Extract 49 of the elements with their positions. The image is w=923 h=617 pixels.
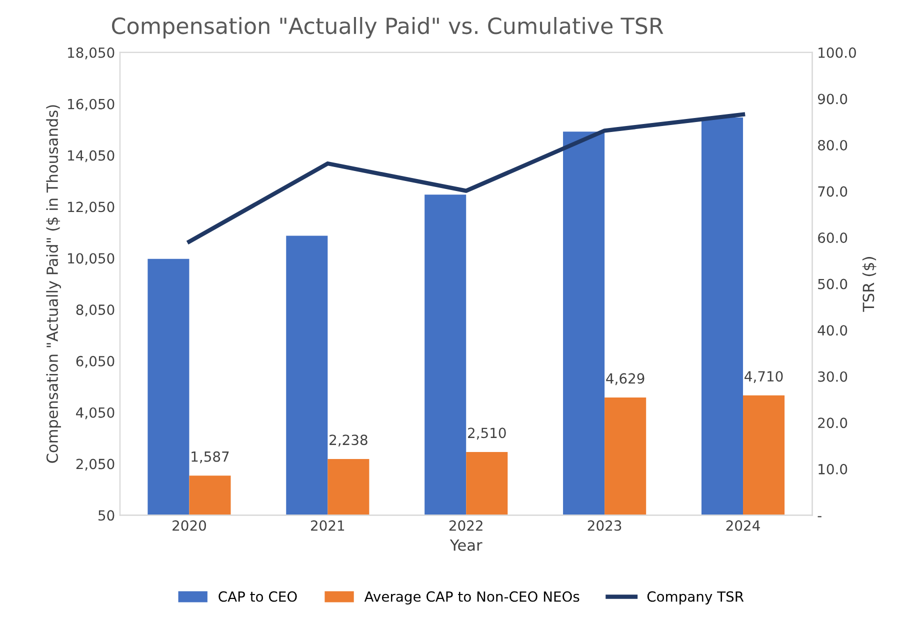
y2-tick-label: 80.0 xyxy=(818,140,848,150)
x-tick-label: 2020 xyxy=(172,520,206,531)
y-tick-label: 12,050 xyxy=(68,202,114,214)
x-tick-label: 2024 xyxy=(726,520,760,531)
legend-label: Company TSR xyxy=(647,591,744,604)
y2-axis-title: TSR ($) xyxy=(862,257,876,312)
y-tick-label: 6,050 xyxy=(76,356,114,368)
x-tick-label: 2022 xyxy=(449,520,482,531)
y2-tick-label: - xyxy=(818,516,822,518)
y2-tick-label: 50.0 xyxy=(818,278,848,290)
chart-title: Compensation "Actually Paid" vs. Cumulative TSR xyxy=(112,17,664,39)
bar xyxy=(424,194,466,516)
y-tick-label: 8,050 xyxy=(76,304,114,316)
legend-label: Average CAP to Non-CEO NEOs xyxy=(364,591,580,604)
y-tick-label: 2,050 xyxy=(76,458,114,471)
y2-tick-label: 70.0 xyxy=(818,186,848,197)
data-label: 4,629 xyxy=(606,373,644,386)
y2-tick-label: 30.0 xyxy=(818,371,848,382)
bar xyxy=(701,117,744,516)
bar xyxy=(328,458,370,516)
data-label: 2,510 xyxy=(468,428,506,440)
y2-tick-label: 40.0 xyxy=(818,325,848,336)
bar xyxy=(286,236,328,516)
y-axis-title: Compensation "Actually Paid" ($ in Thousands) xyxy=(46,105,61,463)
y-tick-label: 50 xyxy=(98,510,114,521)
line-series xyxy=(187,112,746,244)
data-label: 1,587 xyxy=(192,451,229,464)
bar xyxy=(148,258,190,516)
y2-tick-label: 100.0 xyxy=(818,47,856,58)
data-label: 2,238 xyxy=(330,434,368,447)
data-label: 4,710 xyxy=(744,371,783,384)
y2-tick-label: 20.0 xyxy=(818,418,848,428)
y2-tick-label: 90.0 xyxy=(818,94,848,104)
y2-tick-label: 60.0 xyxy=(818,232,848,244)
y-tick-label: 16,050 xyxy=(68,98,114,111)
bar xyxy=(604,397,646,516)
y-tick-label: 4,050 xyxy=(76,407,114,420)
x-axis-title: Year xyxy=(450,540,482,551)
legend-label: CAP to CEO xyxy=(218,591,297,602)
x-tick-label: 2023 xyxy=(588,520,622,531)
bar xyxy=(466,452,508,516)
y-tick-label: 14,050 xyxy=(68,150,114,162)
y-tick-label: 18,050 xyxy=(68,47,114,60)
bar xyxy=(563,132,605,516)
y-tick-label: 10,050 xyxy=(68,253,114,266)
bar xyxy=(189,476,231,516)
bar xyxy=(743,395,785,516)
y2-tick-label: 10.0 xyxy=(818,464,848,474)
x-tick-label: 2021 xyxy=(311,520,344,531)
